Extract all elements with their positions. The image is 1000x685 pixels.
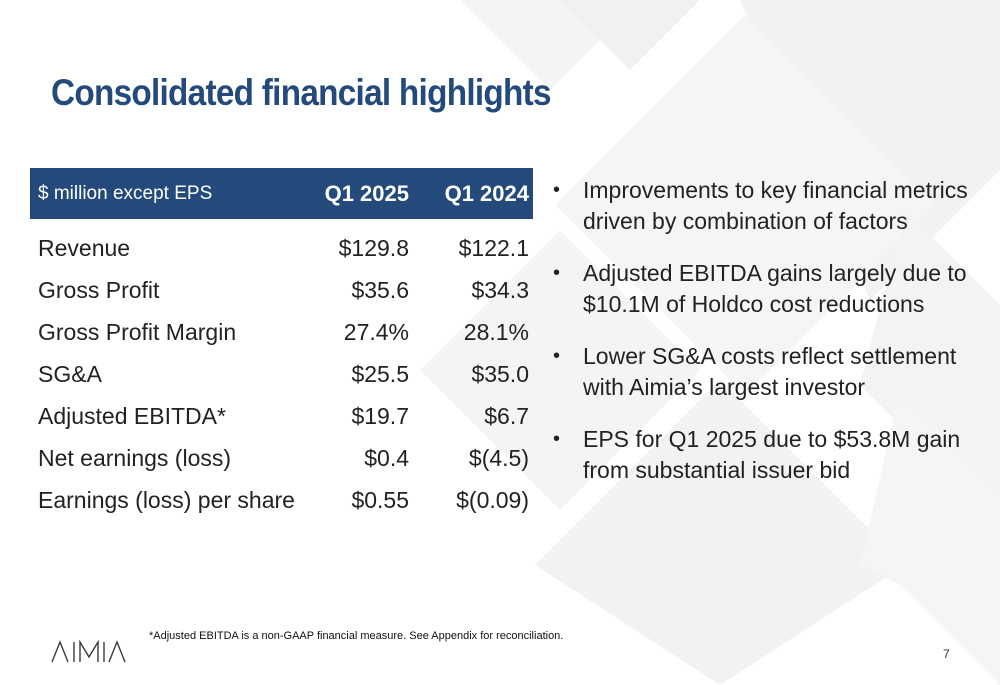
row-label: SG&A — [38, 360, 102, 387]
cell-q1-2024: $34.3 — [471, 276, 529, 303]
bullet-item: • Improvements to key financial metrics … — [553, 175, 983, 237]
cell-q1-2025: $0.55 — [351, 486, 409, 513]
bullet-item: • Lower SG&A costs reflect settlement wi… — [553, 341, 983, 403]
table-header-q1-2024: Q1 2024 — [444, 180, 529, 206]
cell-q1-2024: 28.1% — [463, 318, 529, 345]
bullet-text: Adjusted EBITDA gains largely due to $10… — [583, 260, 967, 317]
table-header-label: $ million except EPS — [38, 182, 213, 204]
cell-q1-2025: $35.6 — [351, 276, 409, 303]
bullet-text: Lower SG&A costs reflect settlement with… — [583, 343, 957, 400]
cell-q1-2025: $19.7 — [351, 402, 409, 429]
row-label: Adjusted EBITDA* — [38, 402, 226, 429]
cell-q1-2025: $25.5 — [351, 360, 409, 387]
table-row: Net earnings (loss) $0.4 $(4.5) — [30, 437, 533, 479]
table-header-q1-2025: Q1 2025 — [324, 180, 409, 206]
table-row: Gross Profit $35.6 $34.3 — [30, 269, 533, 311]
table-row: Gross Profit Margin 27.4% 28.1% — [30, 311, 533, 353]
row-label: Net earnings (loss) — [38, 444, 232, 471]
page-number: 7 — [943, 647, 950, 661]
bullet-dot-icon: • — [553, 262, 561, 284]
cell-q1-2024: $6.7 — [484, 402, 529, 429]
cell-q1-2025: $129.8 — [338, 234, 409, 261]
page-title: Consolidated financial highlights — [51, 72, 552, 113]
financial-highlights-table: $ million except EPS Q1 2025 Q1 2024 Rev… — [30, 168, 533, 521]
cell-q1-2024: $35.0 — [471, 360, 529, 387]
aimia-logo — [51, 640, 126, 663]
bullet-item: • Adjusted EBITDA gains largely due to $… — [553, 258, 983, 320]
cell-q1-2024: $(4.5) — [468, 444, 529, 471]
bullet-text: Improvements to key financial metrics dr… — [583, 177, 968, 234]
table-row: Earnings (loss) per share $0.55 $(0.09) — [30, 479, 533, 521]
cell-q1-2024: $(0.09) — [456, 486, 529, 513]
table-row: Adjusted EBITDA* $19.7 $6.7 — [30, 395, 533, 437]
row-label: Gross Profit Margin — [38, 318, 237, 345]
cell-q1-2024: $122.1 — [458, 234, 529, 261]
bullet-item: • EPS for Q1 2025 due to $53.8M gain fro… — [553, 424, 983, 486]
bullet-dot-icon: • — [553, 179, 561, 201]
table-row: SG&A $25.5 $35.0 — [30, 353, 533, 395]
row-label: Earnings (loss) per share — [38, 486, 295, 513]
bullet-dot-icon: • — [553, 345, 561, 367]
highlights-bullet-list: • Improvements to key financial metrics … — [553, 175, 983, 507]
table-header-row: $ million except EPS Q1 2025 Q1 2024 — [30, 168, 533, 219]
cell-q1-2025: $0.4 — [364, 444, 409, 471]
footnote: *Adjusted EBITDA is a non-GAAP financial… — [149, 630, 564, 642]
cell-q1-2025: 27.4% — [343, 318, 409, 345]
bullet-text: EPS for Q1 2025 due to $53.8M gain from … — [583, 426, 961, 483]
bullet-dot-icon: • — [553, 428, 561, 450]
row-label: Gross Profit — [38, 276, 160, 303]
table-row: Revenue $129.8 $122.1 — [30, 219, 533, 269]
row-label: Revenue — [38, 234, 131, 261]
